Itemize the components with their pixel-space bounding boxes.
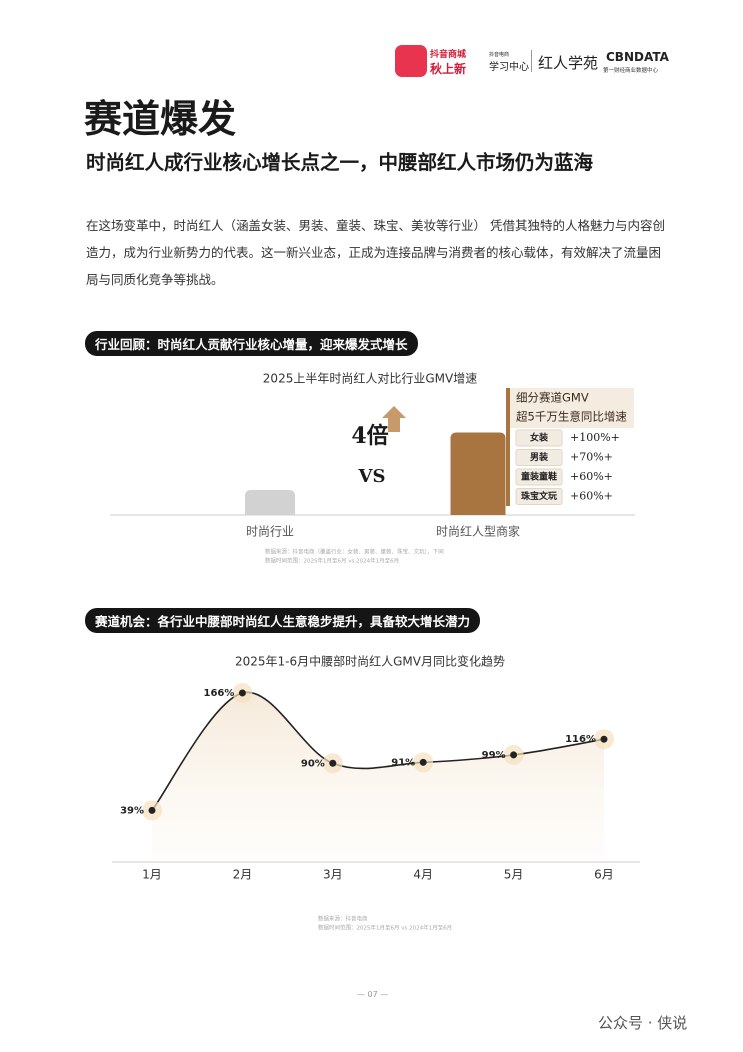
logo-text: 红人学苑 xyxy=(538,54,599,72)
x-tick-label: 1月 xyxy=(142,868,162,882)
point xyxy=(148,806,156,814)
value-label: 99% xyxy=(482,750,506,761)
point xyxy=(510,751,518,759)
x-tick-label: 时尚红人型商家 xyxy=(436,524,520,539)
value-label: 90% xyxy=(301,758,325,769)
area xyxy=(152,692,604,862)
value-label: 91% xyxy=(391,757,415,768)
breakdown-chip xyxy=(515,468,563,486)
logo-text: 秋上新 xyxy=(430,62,467,76)
subtitle: 时尚红人成行业核心增长点之一，中腰部红人市场仍为蓝海 xyxy=(86,151,594,174)
arrow-icon xyxy=(382,406,406,432)
source-note: 数据时间范围：2025年1月至6月 vs 2024年1月至6月 xyxy=(265,557,399,565)
breakdown-header xyxy=(510,388,634,428)
logo-text: 学习中心 xyxy=(489,62,529,73)
breakdown-value: +70%+ xyxy=(570,451,613,464)
bar xyxy=(450,432,506,515)
title: 赛道爆发 xyxy=(84,96,237,141)
breakdown-label: 童装童鞋 xyxy=(521,471,557,483)
breakdown-value: +60%+ xyxy=(570,490,613,503)
source-note: 数据来源：抖音电商 xyxy=(318,915,368,923)
source-note: 数据时间范围：2025年1月至6月 vs 2024年1月至6月 xyxy=(318,924,452,932)
source-note: 数据来源：抖音电商（覆盖行业：女装、男装、童装、珠宝、文玩），下同 xyxy=(265,548,444,556)
breakdown-value: +100%+ xyxy=(570,431,620,444)
breakdown-value: +60%+ xyxy=(570,470,613,483)
chart-title: 2025上半年时尚红人对比行业GMV增速 xyxy=(263,371,477,386)
logo-text: CBNDATA xyxy=(606,50,669,64)
divider xyxy=(531,50,532,72)
point xyxy=(419,758,427,766)
logo-text: 第一财经商业数据中心 xyxy=(603,68,659,74)
logo-icon xyxy=(395,45,427,77)
chart-title: 2025年1-6月中腰部时尚红人GMV月同比变化趋势 xyxy=(235,654,505,669)
x-tick-label: 5月 xyxy=(504,868,524,882)
section-label: 赛道机会：各行业中腰部时尚红人生意稳步提升，具备较大增长潜力 xyxy=(85,608,481,633)
breakdown-label: 女装 xyxy=(530,432,549,444)
value-label: 39% xyxy=(120,805,144,816)
watermark: 公众号 · 侠说 xyxy=(598,1014,688,1032)
breakdown-chip xyxy=(515,488,563,505)
bar xyxy=(245,490,295,515)
value-label: 166% xyxy=(203,688,234,699)
breakdown-chip xyxy=(515,449,563,466)
breakdown-subtitle: 超5千万生意同比增速 xyxy=(516,410,627,424)
breakdown-label: 珠宝文玩 xyxy=(521,490,557,502)
x-tick-label: 2月 xyxy=(233,868,253,882)
x-tick-label: 3月 xyxy=(323,868,343,882)
logo-text: 抖音商城 xyxy=(430,50,467,60)
page-number: — 07 — xyxy=(357,990,389,999)
x-tick-label: 6月 xyxy=(594,868,614,882)
point xyxy=(238,689,246,697)
breakdown-label: 男装 xyxy=(530,451,549,463)
breakdown-title: 细分赛道GMV xyxy=(516,391,589,405)
point xyxy=(600,735,608,743)
intro: 在这场变革中，时尚红人（涵盖女装、男装、童装、珠宝、美妆等行业） 凭借其独特的人… xyxy=(86,218,665,287)
annotation: 4倍 xyxy=(351,423,388,449)
logo-text: 抖音电商 xyxy=(489,52,510,58)
point xyxy=(329,759,337,767)
annotation: VS xyxy=(358,466,386,487)
x-tick-label: 时尚行业 xyxy=(246,525,294,539)
x-tick-label: 4月 xyxy=(413,868,433,882)
breakdown-chip xyxy=(515,429,563,447)
section-label: 行业回顾：时尚红人贡献行业核心增量，迎来爆发式增长 xyxy=(85,331,418,356)
breakdown-accent xyxy=(506,388,510,506)
value-label: 116% xyxy=(565,734,596,745)
